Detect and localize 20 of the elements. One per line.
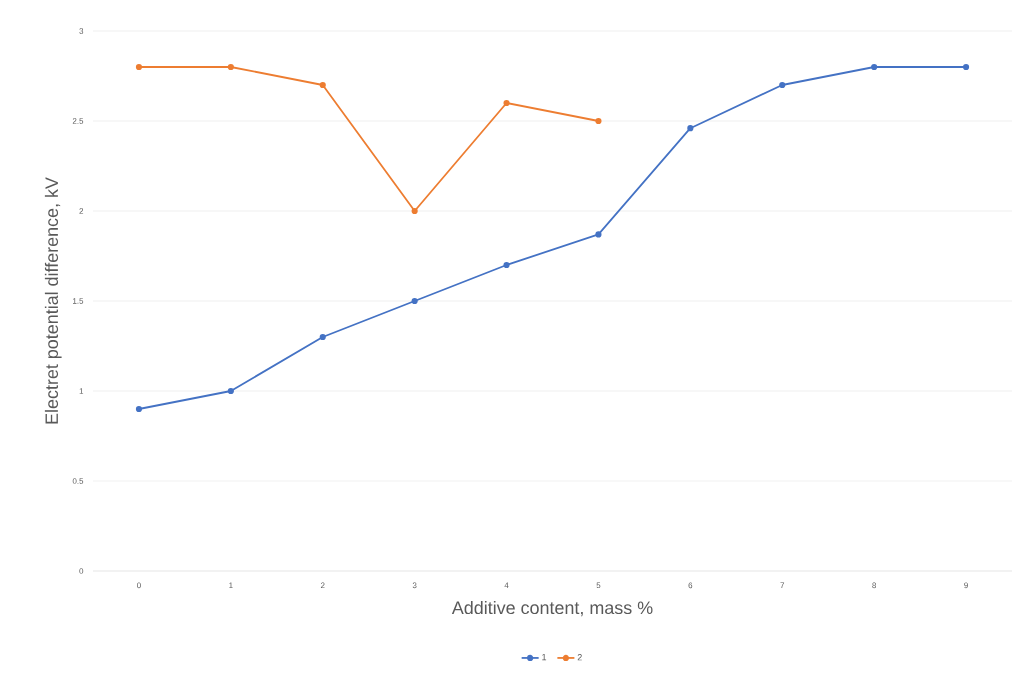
legend-label: 1 (542, 654, 547, 661)
point (135, 405, 143, 413)
x-axis-title: Additive content, mass % (451, 600, 653, 617)
point (779, 81, 786, 89)
point (503, 99, 510, 107)
point (962, 63, 970, 71)
point (319, 81, 326, 89)
point (503, 261, 510, 269)
point (227, 387, 234, 395)
point (595, 231, 602, 238)
point (871, 63, 878, 71)
point (319, 333, 326, 341)
y-axis-title: Electret potential difference, kV (44, 177, 62, 424)
point (411, 207, 418, 215)
point (595, 117, 602, 125)
point (687, 125, 694, 132)
point (227, 63, 234, 71)
legend-label: 2 (577, 654, 582, 661)
point (411, 297, 418, 305)
point (135, 63, 143, 71)
